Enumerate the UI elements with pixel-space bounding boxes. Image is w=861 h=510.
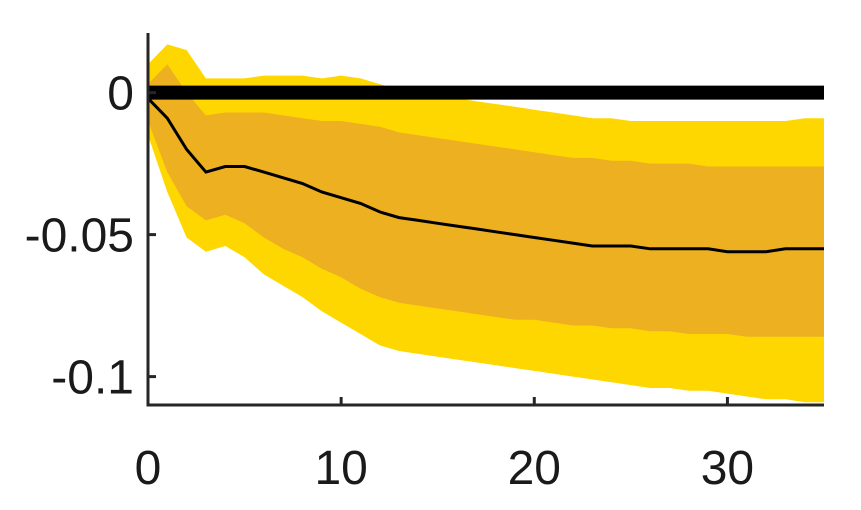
x-tick-label: 0 xyxy=(135,442,162,495)
x-tick-label: 20 xyxy=(508,442,561,495)
x-tick-label: 30 xyxy=(701,442,754,495)
x-axis-ticks: 0 10 20 30 xyxy=(135,397,754,495)
axes xyxy=(146,33,824,407)
x-tick-label: 10 xyxy=(314,442,367,495)
inner-band-area xyxy=(148,64,824,337)
y-axis-ticks: 0 -0.05 -0.1 xyxy=(25,68,156,405)
y-tick-label: -0.1 xyxy=(51,352,134,405)
plot-area xyxy=(146,44,824,403)
y-tick-label: 0 xyxy=(107,68,134,121)
median-response-line xyxy=(146,97,824,254)
y-tick-label: -0.05 xyxy=(25,210,134,263)
